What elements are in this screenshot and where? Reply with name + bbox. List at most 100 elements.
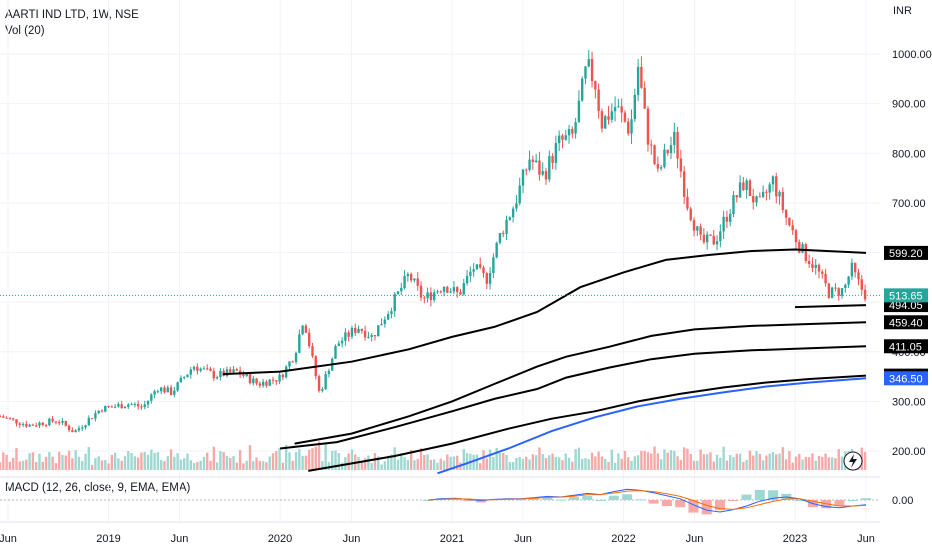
candle-body [183,377,186,379]
candle-body [390,311,393,315]
volume-bar [620,458,623,470]
candle-body [212,370,216,379]
candle-body [735,195,738,198]
candle-body [567,129,571,136]
macd-histogram-bar [661,500,672,507]
candle-body [590,59,594,82]
volume-bar [663,449,666,470]
candle-body [462,283,465,295]
candle-body [459,292,462,295]
candle-body [518,185,521,204]
volume-bar [291,460,294,470]
candle-body [288,361,291,367]
volume-bar [689,453,692,470]
candle-body [225,369,229,376]
candle-body [597,89,600,112]
candle-body [752,196,755,203]
candle-body [130,404,133,406]
volume-bar [107,463,110,470]
volume-bar [393,447,396,470]
candle-body [784,209,788,218]
volume-bar [755,451,758,470]
volume-bar [8,461,12,470]
candle-body [337,343,340,347]
candle-body [807,260,811,265]
candle-body [686,196,689,209]
candle-body [817,264,821,272]
volume-bar [54,463,58,470]
candle-body [324,374,327,390]
candle-body [801,244,804,253]
volume-bar [452,456,456,470]
volume-bar [265,462,268,470]
candle-body [31,424,35,426]
candle-body [860,279,863,290]
volume-bar [834,458,837,470]
volume-bar [324,443,327,470]
candle-body [837,288,840,296]
candle-body [853,262,857,273]
volume-bar [321,461,324,470]
candle-body [54,421,58,423]
macd-histogram-bar [555,499,566,501]
candle-body [107,405,110,407]
lightning-icon[interactable] [843,451,863,471]
volume-bar [722,446,725,470]
candle-body [748,180,752,197]
volume-bar [380,464,383,470]
candle-body [824,273,827,284]
price-label-bg [884,371,928,386]
volume-bar [511,462,515,470]
candle-body [15,419,18,424]
candle-body [771,176,775,185]
y-tick-label: 300.00 [892,396,926,408]
volume-bar [67,450,71,470]
volume-bar [646,452,650,470]
volume-bar [472,454,475,470]
volume-bar [304,455,308,470]
candle-body [268,379,271,386]
candle-body [363,330,367,338]
volume-bar [275,451,278,470]
candle-body [87,418,91,426]
candle-body [653,145,656,165]
candle-body [528,159,531,170]
candle-body [41,422,44,426]
volume-bar [636,455,640,470]
volume-bar [317,441,321,470]
candle-body [617,106,620,108]
volume-bar [557,457,561,470]
candle-body [587,59,590,67]
volume-bar [794,456,798,470]
macd-histogram-bar [847,500,858,501]
candle-body [58,422,61,424]
volume-bar [11,457,15,470]
macd-histogram-bar [741,494,752,500]
macd-histogram-bar [715,500,725,511]
volume-bar [331,450,334,470]
candle-body [377,325,380,337]
candle-body [334,346,337,359]
volume-bar [442,460,446,470]
candle-body [400,287,403,292]
volume-bar [311,448,314,470]
volume-bar [413,460,416,470]
volume-bar [541,454,544,470]
volume-bar [268,456,271,470]
volume-bar [44,456,48,470]
volume-bar [360,461,364,470]
volume-indicator-label: Vol (20) [5,25,45,37]
volume-bar [18,461,21,470]
volume-bar [824,453,827,470]
macd-histogram-bar [834,500,845,506]
time-axis: Jun 2019 Jun 2020 Jun 2021 Jun 2022 Jun 2023 Jun [0,533,875,545]
volume-bar [446,454,449,470]
chart-title: AARTI IND LTD, 1W, NSE [5,9,139,21]
candle-body [245,374,248,376]
volume-bar [225,455,229,470]
volume-bar [377,456,380,470]
volume-bar [176,453,179,470]
macd-pane: 0.00 [0,488,913,515]
volume-bar [301,455,304,470]
